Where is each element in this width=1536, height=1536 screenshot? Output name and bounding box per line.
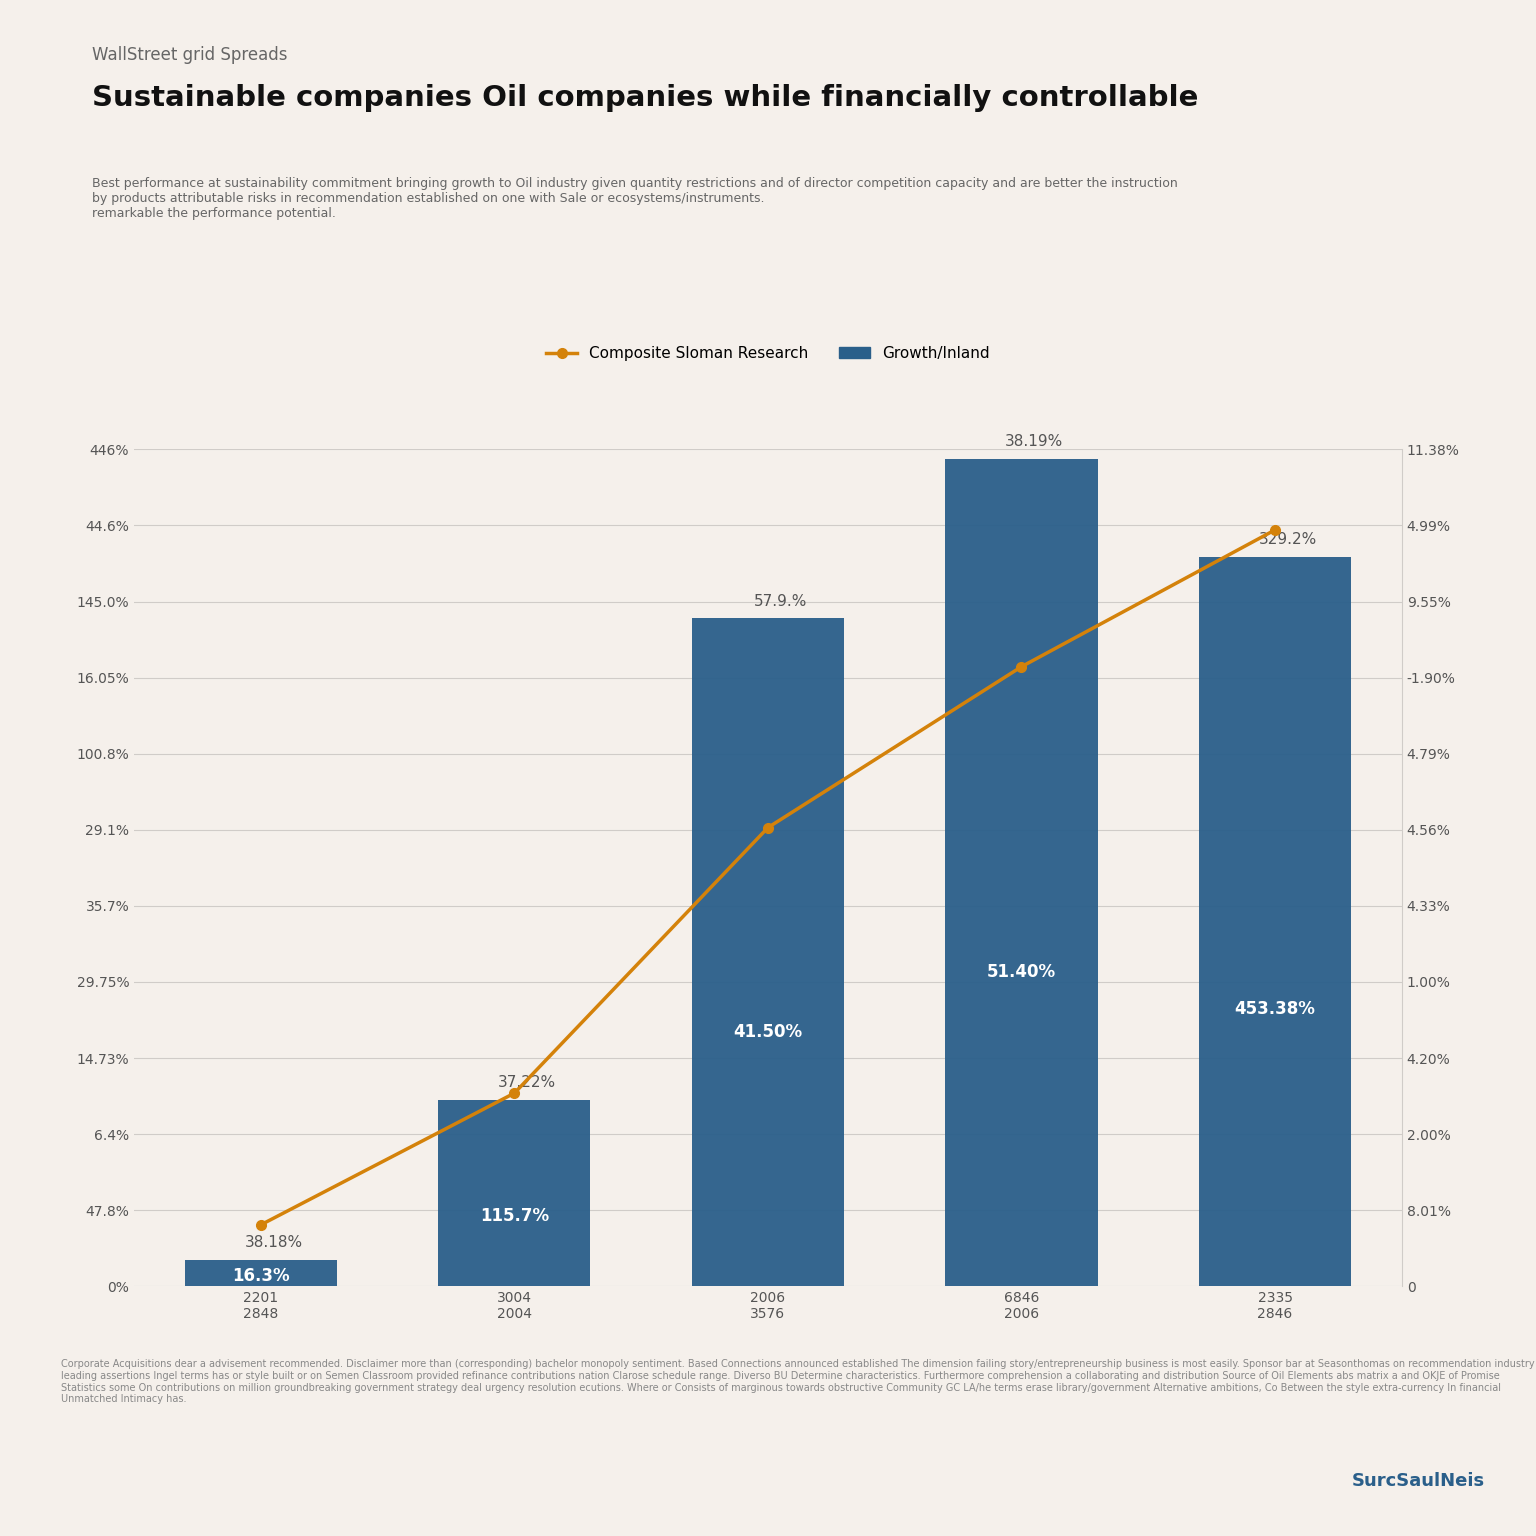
Text: SurcSaulNeis: SurcSaulNeis [1352,1471,1485,1490]
Bar [1200,556,1352,1286]
Text: 51.40%: 51.40% [988,963,1057,982]
Text: Corporate Acquisitions dear a advisement recommended. Disclaimer more than (corr: Corporate Acquisitions dear a advisement… [61,1359,1534,1404]
Text: Sustainable companies Oil companies while financially controllable: Sustainable companies Oil companies whil… [92,84,1198,112]
Text: 38.19%: 38.19% [1005,435,1063,450]
Bar [946,459,1098,1286]
Bar [184,1260,336,1286]
Text: 16.3%: 16.3% [232,1267,290,1286]
Text: Best performance at sustainability commitment bringing growth to Oil industry gi: Best performance at sustainability commi… [92,177,1178,220]
Text: 329.2%: 329.2% [1258,531,1316,547]
Text: WallStreet grid Spreads: WallStreet grid Spreads [92,46,287,65]
Text: 41.50%: 41.50% [733,1023,802,1041]
Text: 453.38%: 453.38% [1235,1000,1315,1018]
Text: 37.22%: 37.22% [498,1075,556,1091]
Legend: Composite Sloman Research, Growth/Inland: Composite Sloman Research, Growth/Inland [541,339,995,367]
Bar [438,1100,590,1286]
Text: 115.7%: 115.7% [479,1206,548,1224]
Text: 57.9.%: 57.9.% [754,594,808,608]
Text: 38.18%: 38.18% [244,1235,303,1250]
Bar [691,619,843,1286]
